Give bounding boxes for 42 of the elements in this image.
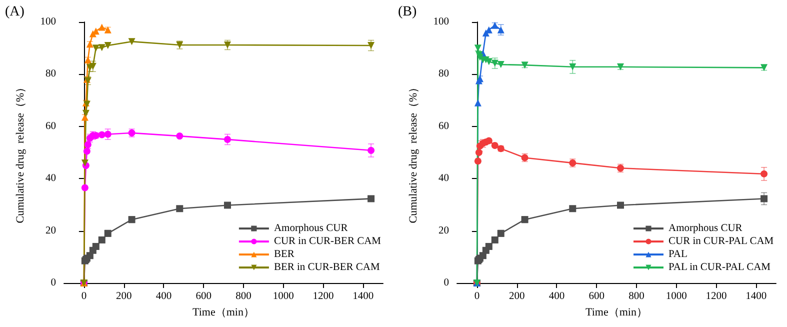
y-tick-label: 60 — [46, 120, 56, 132]
x-tick-label: 400 — [548, 291, 565, 302]
y-tick-label: 0 — [50, 278, 56, 288]
legend-label: Amorphous CUR — [274, 223, 348, 234]
legend-label: PAL in CUR-PAL CAM — [668, 262, 772, 273]
x-tick-label: 1200 — [312, 291, 334, 302]
y-axis-title: Cumulative drug release（%） — [14, 82, 26, 224]
x-tick-label: 600 — [588, 291, 604, 302]
y-tick-label: 60 — [438, 120, 449, 132]
y-tick-label: 100 — [433, 16, 449, 28]
legend-label: Amorphous CUR — [668, 223, 742, 234]
y-axis-title: Cumulative drug release（%） — [408, 82, 420, 224]
chart-title: (B) — [398, 4, 417, 20]
x-axis-title: Time（min） — [586, 306, 648, 318]
y-tick-label: 80 — [46, 68, 56, 80]
x-tick-label: 200 — [116, 291, 132, 302]
x-tick-label: 1200 — [706, 291, 727, 302]
y-tick-label: 40 — [46, 173, 56, 184]
y-tick-label: 80 — [438, 68, 449, 80]
legend-label: PAL — [668, 249, 688, 260]
y-tick-label: 20 — [46, 225, 56, 236]
y-tick-label: 20 — [438, 225, 449, 236]
legend-label: CUR in CUR-BER CAM — [274, 236, 382, 247]
x-tick-label: 0 — [81, 291, 87, 302]
x-tick-label: 800 — [628, 291, 644, 302]
x-tick-label: 1000 — [666, 291, 687, 302]
x-tick-label: 0 — [474, 291, 480, 302]
chart-title: (A) — [5, 4, 25, 20]
x-tick-label: 1400 — [746, 291, 767, 302]
y-tick-label: 0 — [444, 278, 449, 288]
legend-label: BER in CUR-BER CAM — [274, 262, 380, 273]
x-tick-label: 600 — [196, 291, 212, 302]
y-tick-label: 40 — [438, 173, 449, 184]
x-tick-label: 800 — [236, 291, 252, 302]
legend-label: CUR in CUR-PAL CAM — [668, 236, 774, 247]
legend-label: BER — [274, 249, 294, 260]
y-tick-label: 100 — [40, 16, 56, 28]
x-axis-title: Time（min） — [192, 306, 254, 318]
x-tick-label: 1000 — [272, 291, 294, 302]
x-tick-label: 400 — [156, 291, 172, 302]
x-tick-label: 200 — [508, 291, 525, 302]
x-tick-label: 1400 — [352, 291, 374, 302]
